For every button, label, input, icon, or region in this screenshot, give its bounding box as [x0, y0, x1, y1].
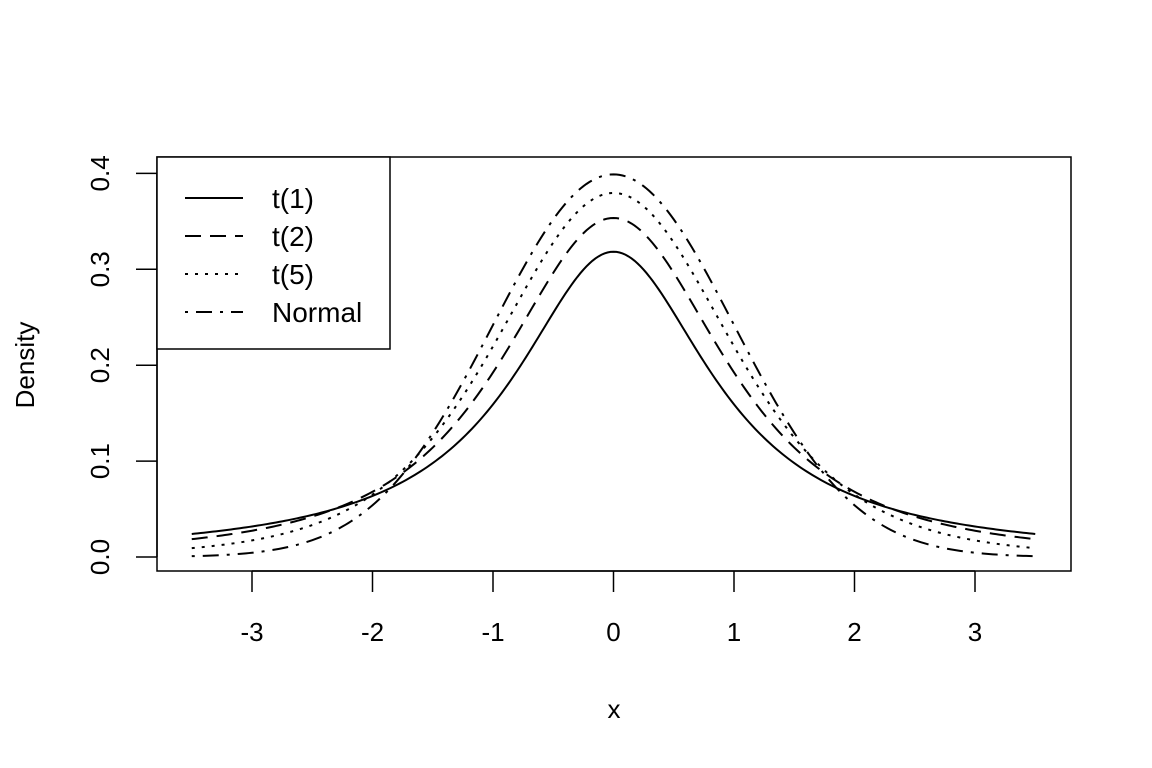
- series-layer: [191, 173, 1036, 558]
- x-tick-label: -1: [481, 617, 504, 647]
- x-tick-label: -3: [240, 617, 263, 647]
- y-tick-label: 0.0: [85, 539, 115, 575]
- series-line-t2: [191, 216, 1036, 541]
- x-tick-label: 0: [606, 617, 620, 647]
- x-tick-label: 1: [727, 617, 741, 647]
- x-axis-label: x: [608, 694, 621, 724]
- legend-frame: [156, 156, 391, 350]
- series-line-normal: [191, 173, 1036, 558]
- legend-label-normal: Normal: [272, 297, 362, 328]
- legend: t(1) t(2) t(5) Normal: [156, 156, 391, 350]
- x-tick-label: -2: [361, 617, 384, 647]
- legend-label-t5: t(5): [272, 259, 314, 290]
- x-tick-label: 2: [847, 617, 861, 647]
- legend-label-t1: t(1): [272, 183, 314, 214]
- x-axis: -3 -2 -1 0 1 2 3: [240, 570, 982, 647]
- y-tick-label: 0.1: [85, 443, 115, 479]
- y-tick-label: 0.4: [85, 155, 115, 191]
- legend-label-t2: t(2): [272, 221, 314, 252]
- y-axis-label: Density: [10, 322, 40, 409]
- y-axis: 0.0 0.1 0.2 0.3 0.4: [85, 155, 158, 575]
- x-tick-label: 3: [968, 617, 982, 647]
- y-tick-label: 0.3: [85, 251, 115, 287]
- y-tick-label: 0.2: [85, 347, 115, 383]
